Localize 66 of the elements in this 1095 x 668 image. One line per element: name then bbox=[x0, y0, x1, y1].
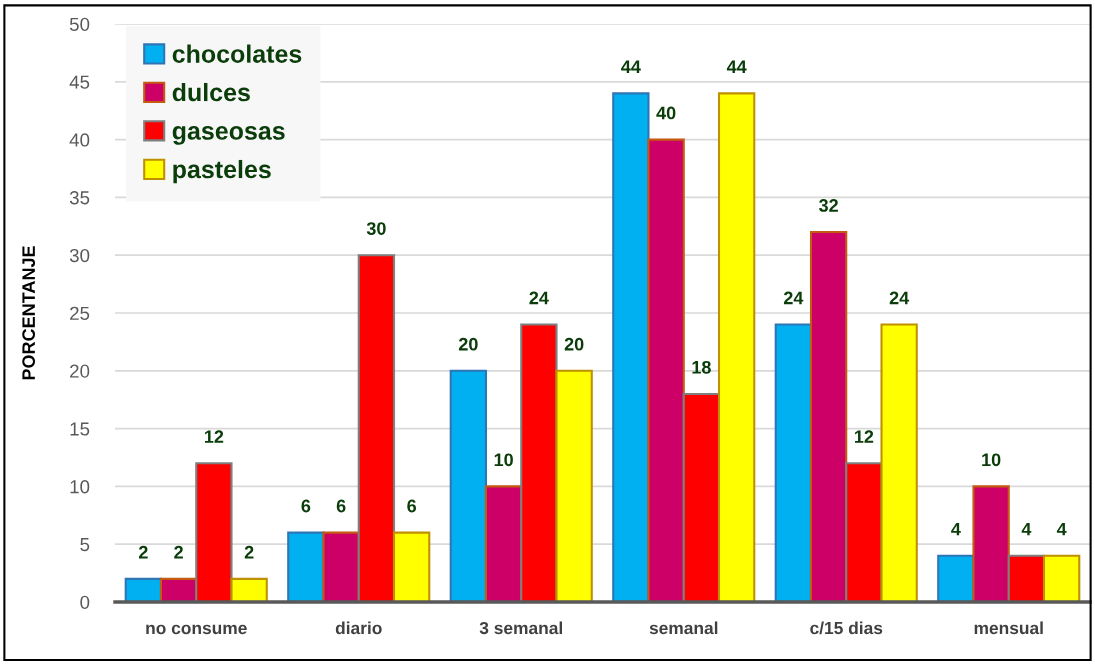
data-label: 30 bbox=[366, 222, 386, 235]
data-label: 2 bbox=[138, 545, 148, 559]
data-label: 12 bbox=[854, 430, 874, 443]
y-tick-label: 50 bbox=[69, 17, 90, 31]
x-tick-label: no consume bbox=[146, 624, 247, 635]
data-label: 4 bbox=[951, 522, 961, 536]
y-tick-label: 35 bbox=[69, 191, 90, 205]
data-label: 10 bbox=[494, 453, 513, 467]
bar bbox=[774, 323, 813, 602]
bar bbox=[322, 531, 360, 602]
bar bbox=[449, 369, 488, 602]
bar bbox=[717, 92, 756, 602]
bar bbox=[484, 485, 523, 602]
legend-label: dulces bbox=[172, 82, 250, 102]
legend-label: chocolates bbox=[172, 44, 302, 63]
data-label: 4 bbox=[1056, 522, 1067, 536]
y-tick-label: 20 bbox=[70, 364, 90, 378]
bar bbox=[845, 462, 883, 602]
data-label: 20 bbox=[458, 337, 478, 351]
bar bbox=[880, 323, 918, 602]
bar bbox=[392, 531, 431, 602]
legend-label: pasteles bbox=[173, 159, 271, 184]
y-tick-label: 10 bbox=[70, 480, 90, 494]
y-tick-label: 45 bbox=[69, 75, 90, 89]
data-label: 32 bbox=[818, 199, 838, 212]
data-label: 44 bbox=[621, 60, 641, 73]
data-label: 40 bbox=[656, 106, 676, 120]
x-tick-label: mensual bbox=[974, 621, 1043, 635]
x-tick-label: semanal bbox=[649, 621, 718, 635]
data-label: 4 bbox=[1021, 522, 1032, 536]
y-tick-label: 40 bbox=[69, 133, 90, 147]
y-tick-label: 25 bbox=[70, 306, 90, 320]
data-label: 10 bbox=[982, 453, 1001, 467]
data-label: 20 bbox=[564, 337, 584, 351]
data-label: 24 bbox=[889, 291, 910, 305]
bar bbox=[230, 577, 268, 602]
y-tick-label: 30 bbox=[69, 248, 90, 263]
bar bbox=[357, 254, 396, 602]
y-tick-label: 5 bbox=[80, 538, 90, 552]
y-tick-label: 15 bbox=[70, 422, 90, 436]
data-label: 24 bbox=[529, 291, 549, 305]
data-label: 6 bbox=[301, 499, 311, 513]
data-label: 44 bbox=[726, 60, 747, 73]
data-label: 6 bbox=[336, 499, 346, 513]
x-tick-label: 3 semanal bbox=[479, 621, 563, 635]
bar bbox=[809, 231, 848, 602]
data-label: 24 bbox=[783, 291, 804, 305]
data-label: 6 bbox=[407, 499, 417, 513]
bar bbox=[682, 392, 721, 602]
bar bbox=[647, 138, 685, 602]
data-label: 2 bbox=[174, 545, 183, 559]
bar bbox=[520, 323, 558, 602]
bar bbox=[555, 369, 593, 602]
data-label: 12 bbox=[204, 430, 224, 443]
data-label: 18 bbox=[692, 360, 711, 374]
bar bbox=[195, 462, 233, 602]
y-axis-title: PORCENTANJE bbox=[22, 246, 36, 380]
bar bbox=[612, 92, 650, 602]
x-tick-label: c/15 dias bbox=[810, 621, 883, 635]
x-tick-label: diario bbox=[335, 621, 382, 635]
legend-label: gaseosas bbox=[172, 126, 285, 145]
bar bbox=[1042, 554, 1081, 602]
bar bbox=[972, 485, 1010, 602]
y-tick-label: 0 bbox=[80, 595, 90, 609]
data-label: 2 bbox=[244, 545, 254, 559]
bar bbox=[287, 531, 325, 602]
